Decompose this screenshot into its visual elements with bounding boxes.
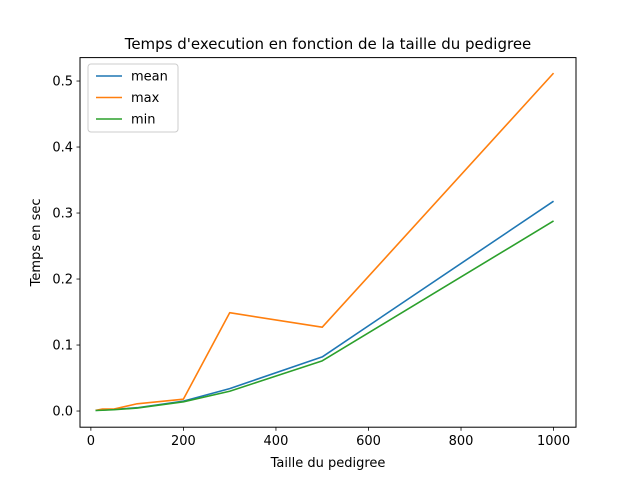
x-axis-label: Taille du pedigree xyxy=(270,456,386,471)
legend-label-mean: mean xyxy=(131,70,168,85)
series-line-min xyxy=(95,220,554,412)
x-tick-label: 0 xyxy=(87,434,95,449)
y-tick-label: 0.3 xyxy=(52,207,73,222)
legend-box xyxy=(87,63,179,133)
chart-title: Temps d'execution en fonction de la tail… xyxy=(124,35,532,53)
y-tick-label: 0.4 xyxy=(52,141,73,156)
x-tick-label: 800 xyxy=(449,434,474,449)
x-tick-label: 400 xyxy=(264,434,289,449)
y-tick-label: 0.1 xyxy=(52,339,73,354)
x-axis: 0 200 400 600 800 1000 xyxy=(87,427,570,449)
x-tick-label: 600 xyxy=(356,434,381,449)
x-tick-label: 200 xyxy=(171,434,196,449)
y-tick-label: 0.5 xyxy=(52,75,73,90)
legend-label-min: min xyxy=(131,113,156,128)
x-tick-label: 1000 xyxy=(537,434,570,449)
series-line-max xyxy=(95,72,555,412)
legend-label-max: max xyxy=(131,91,160,106)
y-axis: 0.0 0.1 0.2 0.3 0.4 0.5 xyxy=(52,75,80,420)
y-axis-label: Temps en sec xyxy=(29,198,44,287)
series-line-mean xyxy=(95,200,555,412)
plot-area-frame xyxy=(79,57,577,428)
y-tick-label: 0.0 xyxy=(52,405,73,420)
legend: mean max min xyxy=(87,63,179,133)
series-lines xyxy=(95,72,555,412)
y-tick-label: 0.2 xyxy=(52,273,73,288)
